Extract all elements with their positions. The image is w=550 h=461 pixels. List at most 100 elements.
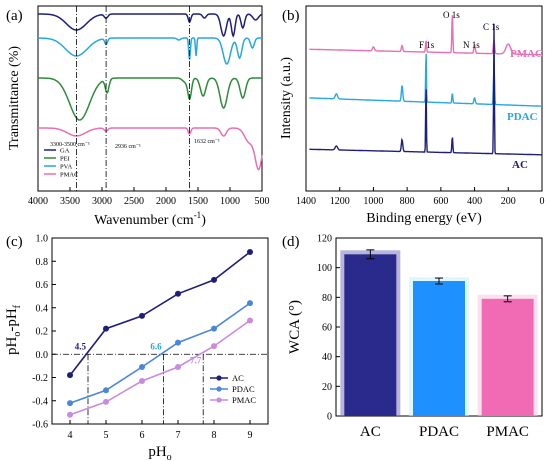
panel-c-y-tick-label: 0.8 [36,257,49,268]
panel-c-y-tick-label: 0.0 [36,350,49,361]
panel-b-ylabel: Intensity (a.u.) [279,57,294,139]
panel-d-y-ticks: 0 20 40 60 80 100 120 [317,234,340,423]
panel-c-x-tick-label: 9 [248,430,253,441]
panel-b-x-tick-label: 1000 [363,196,383,207]
panel-b: (b) Binding energy (eV) Intensity (a.u.)… [279,5,545,226]
pmac-spectrum [38,127,263,171]
panel-a-x-tick-label: 2500 [124,196,144,207]
panel-c-point [175,364,181,371]
pdac-xps [309,53,542,107]
panel-c-point [139,377,145,384]
panel-c-point [247,300,253,307]
panel-a-annot-co: 1632 cm⁻¹ [194,139,220,145]
panel-a-x-ticks: 4000 3500 3000 2500 2000 1500 1000 500 [28,187,270,207]
panel-c-series-line [69,302,251,404]
panel-c-y-tick-label: -0.2 [32,373,48,384]
panel-b-label-ac: AC [512,159,528,171]
panel-a-label: (a) [6,8,23,24]
panel-c-series [67,248,253,418]
panel-b-peak-o1s: O 1s [443,10,460,20]
panel-c-x-tick-label: 6 [140,430,145,441]
panel-a-legend-label: PMAC [60,172,78,179]
panel-a-x-tick-label: 3000 [92,196,112,207]
panel-d: (d) 0 20 40 60 80 100 120 AC PDAC PMAC WCA (°) [282,234,543,440]
panel-c-pzc-label: 4.5 [75,341,87,351]
panel-a-annot-ch: 2936 cm⁻¹ [115,144,141,150]
panel-b-peak-c1s: C 1s [483,22,500,32]
panel-d-y-tick-label: 0 [327,412,332,423]
panel-a: (a) Wavenumber (cm-1) Transmittance (%) … [6,5,270,228]
panel-c-series-line [69,251,251,376]
panel-d-category-label: PMAC [486,424,529,440]
panel-d-label: (d) [282,234,300,250]
panel-d-category-label: AC [360,424,381,440]
panel-c-point [103,398,109,405]
panel-c-legend-label: AC [232,373,244,383]
panel-b-peak-n1s: N 1s [463,40,480,50]
panel-c-legend-label: PMAC [232,395,256,405]
panel-c-x-ticks: 4 5 6 7 8 9 [68,420,253,441]
panel-c-point [139,364,145,371]
panel-a-x-tick-label: 1000 [220,196,240,207]
panel-c-point [103,325,109,332]
panel-c-y-tick-label: -0.6 [32,420,48,431]
panel-b-x-tick-label: 0 [540,196,545,207]
panel-b-x-tick-label: 400 [467,196,482,207]
panel-d-ylabel: WCA (°) [287,300,303,354]
panel-d-category-label: PDAC [419,424,459,440]
panel-d-y-tick-label: 80 [322,293,332,304]
panel-c-pzc-label: 6.6 [150,341,162,351]
panel-d-bar [481,298,534,416]
panel-b-x-ticks: 1400 1200 1000 800 600 400 200 0 [296,187,545,207]
panel-a-annot-oh: 3300-3500 cm⁻¹ [50,142,90,148]
panel-b-x-tick-label: 200 [501,196,516,207]
panel-a-x-tick-label: 500 [255,196,270,207]
panel-a-legend-label: GA [60,148,70,155]
panel-a-frame [37,5,263,192]
panel-c-pzc-label: 7.7 [190,355,202,365]
panel-c-point [139,312,145,319]
panel-c-point [67,411,73,418]
pei-spectrum [38,77,262,121]
panel-a-x-tick-label: 4000 [28,196,48,207]
panel-b-x-tick-label: 1200 [330,196,350,207]
panel-c-point [175,290,181,297]
panel-c-ylabel: pHo-pHf [4,304,23,355]
panel-c-point [247,317,253,324]
panel-d-y-tick-label: 20 [322,382,332,393]
panel-a-legend-label: PVA [60,164,72,171]
panel-b-peak-f1s: F 1s [419,40,435,50]
panel-c-point [67,400,73,407]
pmac-xps [309,15,542,56]
panel-d-bars [340,249,538,416]
panel-b-x-tick-label: 800 [400,196,415,207]
pva-spectrum [38,37,262,65]
panel-c-x-tick-label: 7 [176,430,181,441]
panel-c-point [175,339,181,346]
panel-c-series-line [69,319,251,416]
panel-c-y-tick-label: 1.0 [36,234,49,245]
panel-c-y-tick-label: -0.4 [32,396,48,407]
panel-a-x-tick-label: 2000 [156,196,176,207]
panel-d-y-tick-label: 60 [322,323,332,334]
panel-c-point [67,372,73,379]
panel-b-label-pdac: PDAC [507,111,538,123]
panel-a-lines [38,6,263,191]
panel-d-bar [413,281,465,416]
panel-d-x-ticks: AC PDAC PMAC [360,424,529,440]
panel-c-x-tick-label: 5 [104,430,109,441]
panel-b-x-tick-label: 1400 [296,196,316,207]
panel-c-y-tick-label: 0.4 [36,303,49,314]
panel-c-x-tick-label: 8 [212,430,217,441]
panel-c-y-tick-label: 0.6 [36,280,49,291]
panel-c-legend-marker [216,397,222,403]
panel-a-xlabel: Wavenumber (cm-1) [94,210,206,228]
panel-c-point [211,276,217,283]
panel-d-bar [344,254,397,416]
panel-b-label-pmac: PMAC [510,48,543,60]
panel-b-frame [305,5,543,192]
panel-c-point [211,343,217,350]
panel-b-label: (b) [282,8,300,24]
